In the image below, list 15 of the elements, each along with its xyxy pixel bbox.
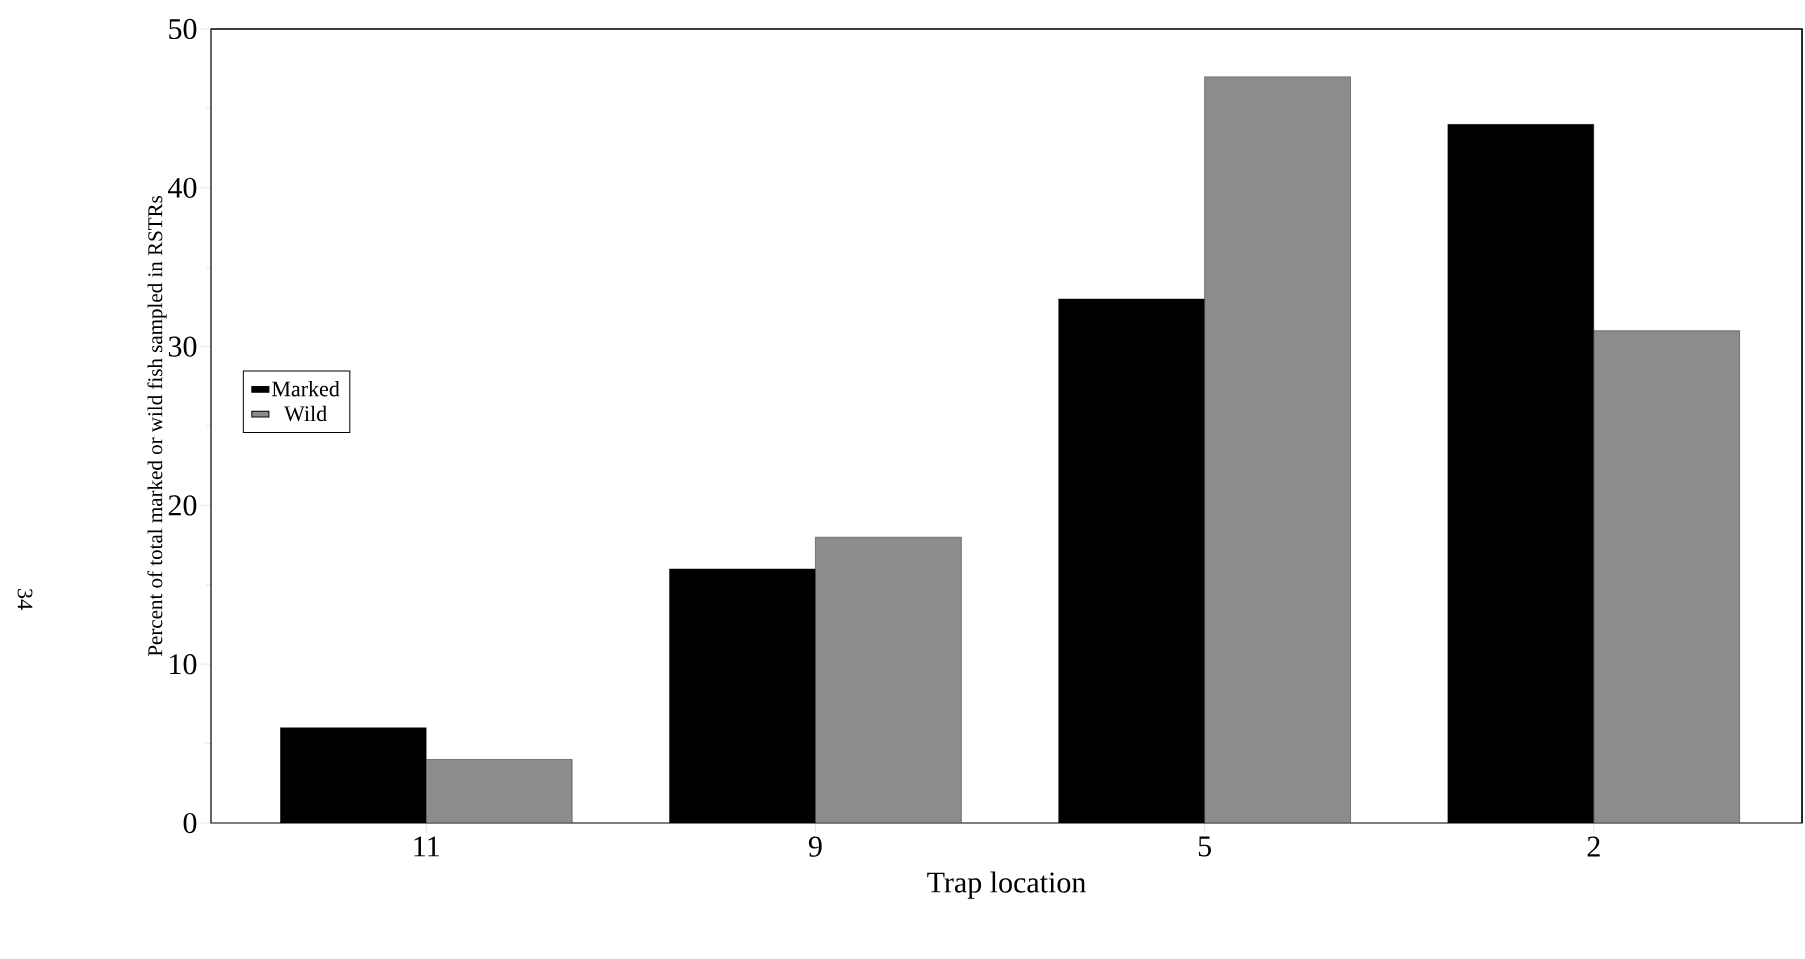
y-tick-label: 50 — [169, 18, 197, 40]
x-tick-label: 9 — [808, 836, 822, 857]
y-tick-label: 20 — [168, 495, 197, 516]
y-axis-title: Percent of total marked or wild fish sampled in RSTRs — [147, 196, 167, 657]
y-tick-label: 40 — [168, 177, 197, 198]
y-tick-label: 10 — [170, 654, 197, 675]
y-tick-label: 0 — [183, 812, 197, 834]
text: 34 — [17, 589, 33, 610]
legend-label: Wild — [284, 405, 327, 422]
x-tick-label: 2 — [1587, 836, 1600, 857]
legend-label: Marked — [272, 380, 340, 397]
x-tick-label: 5 — [1198, 836, 1211, 857]
y-tick-label: 30 — [168, 336, 197, 357]
x-tick-label: 11 — [414, 836, 439, 857]
x-axis-title: Trap location — [927, 871, 1086, 899]
